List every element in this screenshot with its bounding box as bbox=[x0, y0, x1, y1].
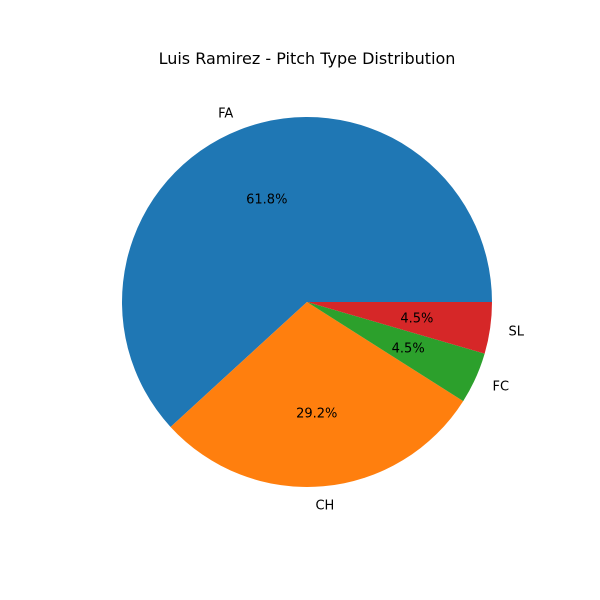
slice-label-sl: SL bbox=[508, 325, 524, 340]
slice-label-fc: FC bbox=[492, 380, 509, 395]
chart-title: Luis Ramirez - Pitch Type Distribution bbox=[159, 49, 456, 68]
pie-slice-ch bbox=[170, 302, 464, 488]
slice-percent-fc: 4.5% bbox=[392, 342, 425, 357]
pie-slice-sl bbox=[307, 302, 492, 354]
slice-label-fa: FA bbox=[218, 106, 233, 121]
pie-labels: FA 61.8% CH 29.2% FC 4.5% SL 4.5% bbox=[218, 106, 525, 513]
pie-slices bbox=[122, 117, 493, 488]
slice-percent-sl: 4.5% bbox=[400, 312, 433, 327]
slice-percent-fa: 61.8% bbox=[246, 193, 287, 208]
pie-slice-fc bbox=[307, 302, 485, 402]
slice-label-ch: CH bbox=[315, 499, 334, 514]
slice-percent-ch: 29.2% bbox=[296, 407, 337, 422]
pie-slice-fa bbox=[122, 117, 493, 427]
